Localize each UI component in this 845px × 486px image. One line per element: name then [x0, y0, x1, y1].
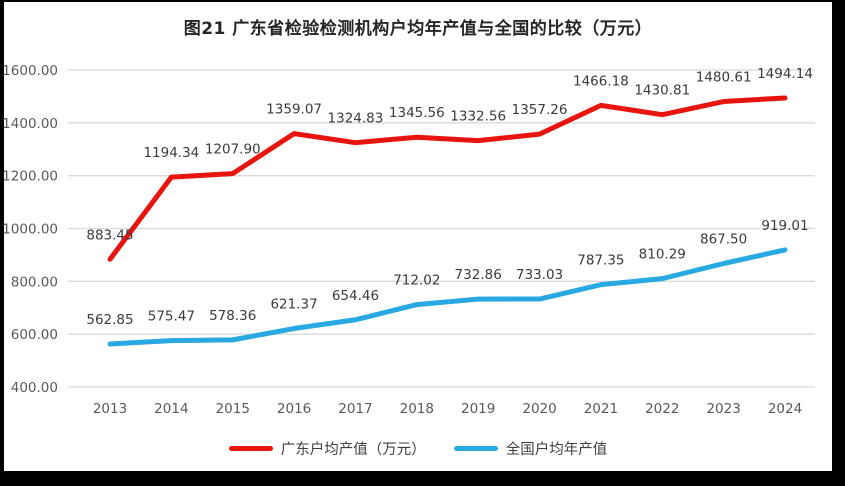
- data-label: 1207.90: [205, 142, 261, 158]
- chart-title: 图21 广东省检验检测机构户均年产值与全国的比较（万元）: [183, 19, 653, 39]
- x-axis-tick-label: 2021: [584, 401, 618, 417]
- data-label: 867.50: [700, 232, 747, 248]
- legend-label-national: 全国户均年产值: [505, 441, 608, 458]
- y-axis-tick-label: 1000.00: [2, 222, 58, 238]
- data-label: 654.46: [332, 288, 379, 304]
- y-axis-tick-label: 400.00: [11, 380, 58, 396]
- data-label: 732.86: [455, 267, 502, 283]
- x-axis-tick-label: 2020: [522, 401, 556, 417]
- data-label: 1480.61: [696, 70, 752, 86]
- series-line-national: [107, 247, 788, 347]
- data-label: 883.45: [86, 227, 133, 243]
- data-label: 621.37: [270, 297, 317, 313]
- data-label: 575.47: [148, 309, 195, 325]
- data-label: 1430.81: [634, 83, 690, 99]
- data-label: 1332.56: [450, 109, 506, 125]
- y-axis-tick-label: 1600.00: [2, 63, 58, 79]
- legend-label-guangdong: 广东户均产值（万元）: [280, 441, 426, 458]
- data-label: 1494.14: [757, 66, 813, 82]
- data-label: 733.03: [516, 267, 563, 283]
- data-label: 1345.56: [389, 105, 445, 121]
- data-label: 1357.26: [512, 102, 568, 118]
- x-axis-tick-label: 2018: [400, 401, 434, 417]
- chart-legend: 广东户均产值（万元） 全国户均年产值: [4, 436, 832, 460]
- data-label: 787.35: [577, 253, 624, 269]
- data-label: 562.85: [86, 312, 133, 328]
- legend-item-national: 全国户均年产值: [453, 438, 608, 459]
- x-axis-tick-label: 2024: [768, 401, 802, 417]
- y-axis-tick-label: 1200.00: [2, 169, 58, 185]
- data-label: 919.01: [761, 218, 808, 234]
- data-label: 1359.07: [266, 102, 322, 118]
- series-line-guangdong: [107, 95, 788, 262]
- y-axis-tick-label: 1400.00: [2, 116, 58, 132]
- x-axis-tick-label: 2022: [645, 401, 679, 417]
- x-axis-tick-label: 2014: [154, 401, 188, 417]
- data-label: 712.02: [393, 273, 440, 289]
- x-axis-tick-label: 2017: [338, 401, 372, 417]
- legend-swatch-blue-line-icon: [453, 445, 498, 451]
- data-label: 1194.34: [143, 145, 199, 161]
- x-axis-tick-label: 2015: [216, 401, 250, 417]
- data-label: 1466.18: [573, 73, 629, 89]
- x-axis-tick-label: 2016: [277, 401, 311, 417]
- data-label: 810.29: [639, 247, 686, 263]
- x-axis-tick-label: 2019: [461, 401, 495, 417]
- x-axis-tick-label: 2013: [93, 401, 127, 417]
- legend-item-guangdong: 广东户均产值（万元）: [228, 438, 426, 459]
- y-axis-tick-label: 800.00: [11, 274, 58, 290]
- legend-swatch-red-line-icon: [228, 445, 273, 451]
- data-label: 578.36: [209, 308, 256, 324]
- y-axis-tick-label: 600.00: [11, 327, 58, 343]
- data-label: 1324.83: [328, 111, 384, 127]
- chart-frame: [4, 2, 832, 471]
- x-axis-tick-label: 2023: [706, 401, 740, 417]
